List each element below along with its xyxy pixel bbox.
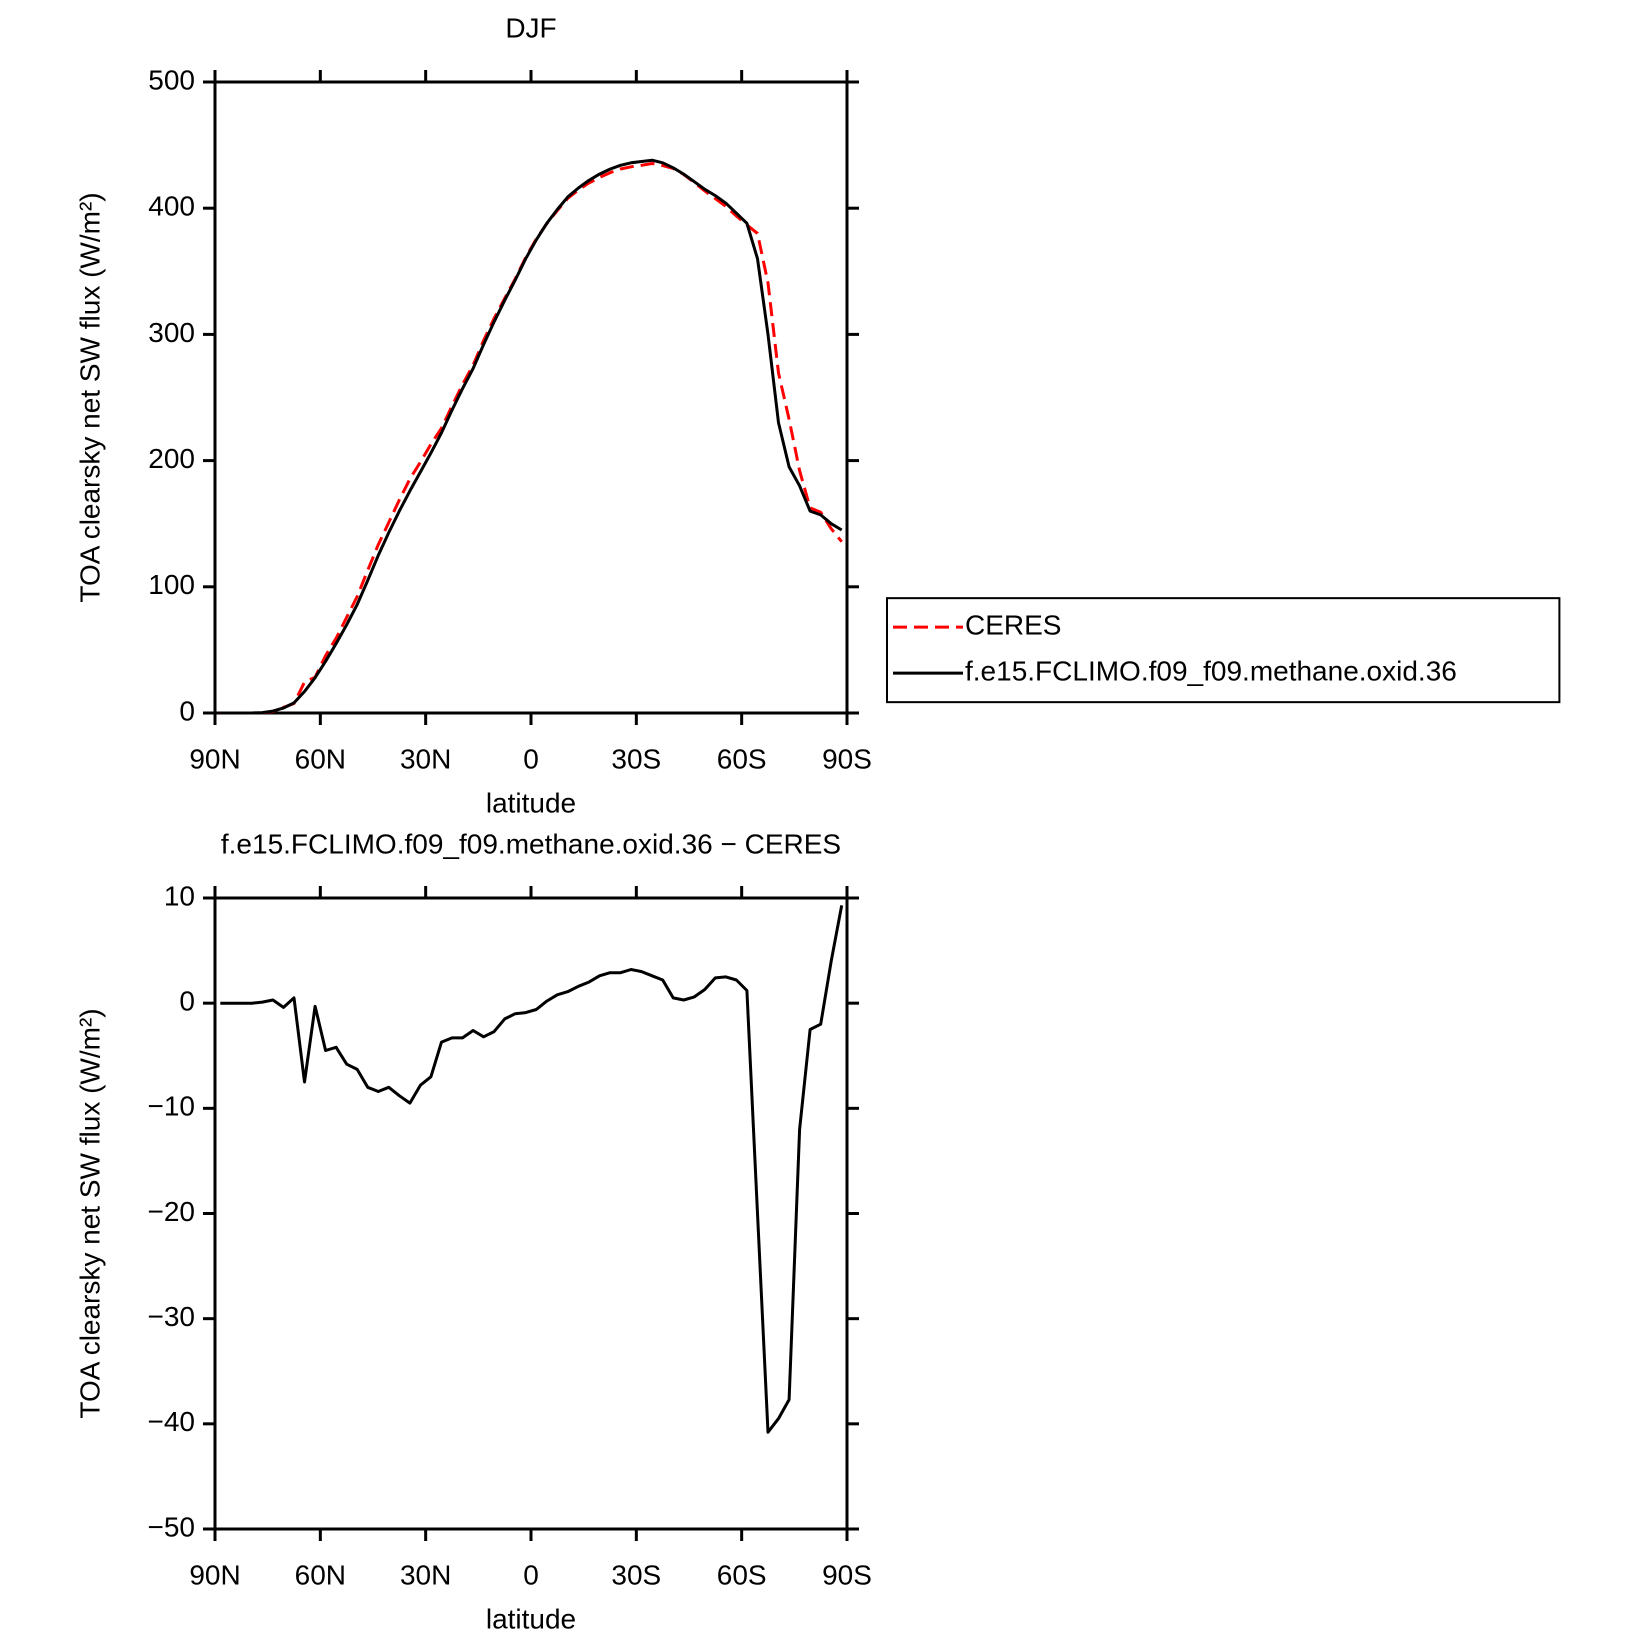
- legend-label: CERES: [965, 610, 1061, 641]
- x-axis-title: latitude: [486, 1603, 576, 1630]
- x-tick-label: 0: [523, 743, 539, 774]
- plot-frame: [213, 80, 849, 715]
- x-tick-label: 90S: [822, 1559, 872, 1590]
- y-axis-title: TOA clearsky net SW flux (W/m²): [74, 1008, 105, 1418]
- x-axis-title: latitude: [486, 787, 576, 818]
- y-tick-label: 100: [148, 569, 195, 600]
- y-tick-label: −10: [148, 1091, 196, 1122]
- y-tick-label: −50: [148, 1511, 196, 1542]
- x-tick-label: 30N: [400, 743, 451, 774]
- x-tick-label: 30S: [611, 743, 661, 774]
- x-tick-label: 60N: [295, 743, 346, 774]
- data-line: [220, 158, 843, 715]
- y-tick-label: 400: [148, 191, 195, 222]
- y-tick-label: 300: [148, 317, 195, 348]
- legend-label: f.e15.FCLIMO.f09_f09.methane.oxid.36: [965, 656, 1457, 687]
- y-tick-label: −20: [148, 1196, 196, 1227]
- chart-title: f.e15.FCLIMO.f09_f09.methane.oxid.36 − C…: [221, 828, 841, 859]
- chart-title: DJF: [505, 12, 556, 43]
- x-tick-label: 60N: [295, 1559, 346, 1590]
- plot-frame: [213, 896, 849, 1531]
- y-tick-label: −30: [148, 1301, 196, 1332]
- y-axis-title: TOA clearsky net SW flux (W/m²): [74, 192, 105, 602]
- x-tick-label: 60S: [717, 743, 767, 774]
- y-tick-label: −40: [148, 1406, 196, 1437]
- y-tick-label: 0: [179, 695, 195, 726]
- y-tick-label: 10: [164, 880, 195, 911]
- y-tick-label: 0: [179, 986, 195, 1017]
- x-tick-label: 90S: [822, 743, 872, 774]
- legend-box: [886, 597, 1561, 704]
- data-line: [220, 162, 843, 715]
- x-tick-label: 0: [523, 1559, 539, 1590]
- x-tick-label: 30N: [400, 1559, 451, 1590]
- x-tick-label: 90N: [189, 1559, 240, 1590]
- x-tick-label: 60S: [717, 1559, 767, 1590]
- data-line: [220, 905, 844, 1434]
- y-tick-label: 200: [148, 443, 195, 474]
- x-tick-label: 90N: [189, 743, 240, 774]
- x-tick-label: 30S: [611, 1559, 661, 1590]
- y-tick-label: 500: [148, 64, 195, 95]
